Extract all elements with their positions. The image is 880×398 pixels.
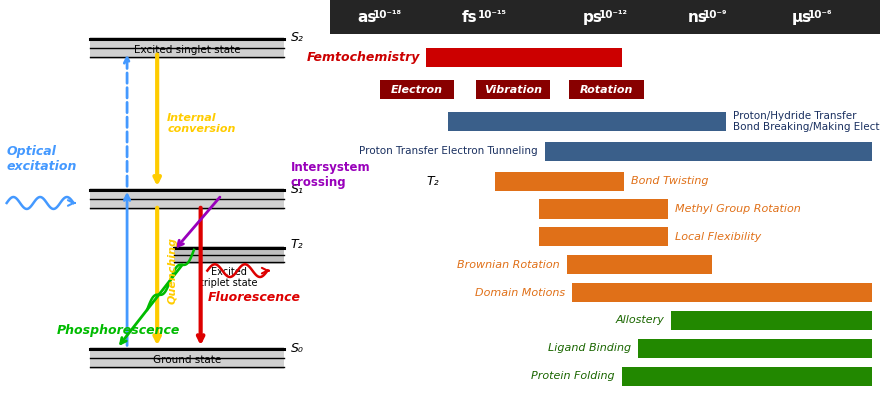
FancyBboxPatch shape [174,246,284,264]
Text: Proton Transfer Electron Tunneling: Proton Transfer Electron Tunneling [359,146,538,156]
Text: Local Flexibility: Local Flexibility [675,232,761,242]
Text: ps: ps [583,10,603,25]
Text: Femtochemistry: Femtochemistry [306,51,420,64]
Text: Methyl Group Rotation: Methyl Group Rotation [675,204,801,214]
Text: Optical
excitation: Optical excitation [7,145,77,173]
Text: 10⁻¹⁵: 10⁻¹⁵ [478,10,506,20]
Bar [567,255,712,274]
Bar [539,227,668,246]
FancyBboxPatch shape [91,37,284,59]
Text: Ground state: Ground state [153,355,222,365]
Bar [671,311,872,330]
Bar [476,80,550,99]
FancyBboxPatch shape [91,188,284,210]
Bar [379,80,454,99]
Text: 10⁻⁶: 10⁻⁶ [808,10,832,20]
Bar [539,199,668,219]
Text: 10⁻¹²: 10⁻¹² [598,10,627,20]
Text: T₂: T₂ [426,175,439,187]
Bar [448,112,726,131]
Bar [572,283,872,302]
Bar [330,0,880,34]
Bar [426,48,621,67]
Bar [545,142,872,161]
Text: Excited
triplet state: Excited triplet state [201,267,258,288]
Text: Internal
conversion: Internal conversion [167,113,236,134]
Text: Domain Motions: Domain Motions [475,287,566,298]
Text: Phosphorescence: Phosphorescence [57,324,180,337]
Bar [495,172,624,191]
Text: Excited singlet state: Excited singlet state [134,45,240,55]
Text: Allostery: Allostery [615,315,664,326]
Text: Vibration: Vibration [484,84,542,95]
FancyBboxPatch shape [91,347,284,369]
Text: ns: ns [687,10,708,25]
Text: Electron: Electron [391,84,443,95]
Text: Ligand Binding: Ligand Binding [548,343,632,353]
Bar [621,367,872,386]
Text: Fluorescence: Fluorescence [208,291,300,304]
Text: S₀: S₀ [291,342,304,355]
Text: μs: μs [792,10,812,25]
Text: as: as [357,10,377,25]
Text: Proton/Hydride Transfer
Bond Breaking/Making Electron: Proton/Hydride Transfer Bond Breaking/Ma… [732,111,880,132]
Text: Intersystem
crossing: Intersystem crossing [291,161,370,189]
Text: fs: fs [462,10,478,25]
Text: Bond Twisting: Bond Twisting [631,176,708,186]
Text: Brownian Rotation: Brownian Rotation [458,259,560,270]
Bar [569,80,643,99]
Text: S₂: S₂ [291,31,304,44]
Text: 10⁻¹⁸: 10⁻¹⁸ [373,10,402,20]
Text: S₁: S₁ [291,183,304,195]
Text: 10⁻⁹: 10⁻⁹ [703,10,728,20]
Text: Rotation: Rotation [580,84,633,95]
Text: T₂: T₂ [291,238,304,251]
Text: Protein Folding: Protein Folding [532,371,615,381]
Bar [638,339,872,358]
Text: Quenching: Quenching [167,237,177,304]
